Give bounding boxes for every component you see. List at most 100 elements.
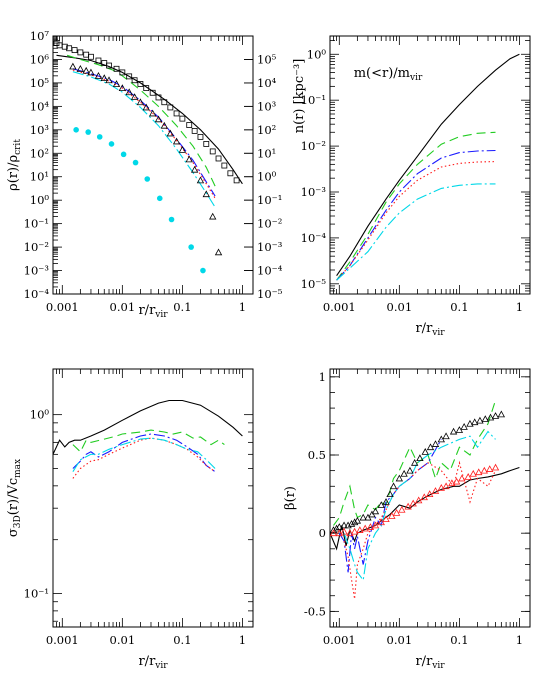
triangle-marker [94,72,103,79]
plot-area [336,53,520,281]
x-tick-label: 1 [239,300,246,314]
square-marker [77,49,84,56]
square-marker [227,170,234,177]
x-tick-label: 0.001 [323,633,356,647]
y-tick-label: 10⁻² [24,240,49,254]
y2-tick-label: 10⁰ [257,170,277,184]
y-tick-label: 10⁻³ [24,264,50,278]
square-marker [173,110,180,117]
triangle-marker [172,137,181,145]
panel-enclosed-mass: 0.001 0.01 0.1 1 10⁻⁵ 10⁻⁴ 10⁻³ 10⁻² 10⁻¹ 10⁰ r/rv… [301,35,531,338]
series-line-black [53,399,243,455]
triangle-marker [448,479,456,487]
dot-marker [132,159,139,166]
plot-frame [329,368,531,628]
triangle-marker [347,519,356,527]
y2-tick-label: 10⁻³ [257,240,283,254]
square-marker [83,51,90,58]
svg-text:r/rvir​: r/rvir​ [415,654,445,671]
plot-frame [329,35,531,295]
triangle-marker [87,68,95,76]
triangle-marker [491,412,500,419]
triangle-marker [185,155,193,163]
dot-marker [156,195,163,202]
series-line-black [336,53,520,277]
square-marker [209,148,216,155]
y-tick-label: 10² [30,146,49,160]
series-line-blue [72,433,216,473]
y-axis-label: σ3D​(r)/Vcmax​ [6,459,23,537]
triangle-marker [69,62,77,70]
y-tick-label: 10⁷ [30,29,50,43]
triangle-marker [442,432,450,440]
triangle-marker [410,458,419,466]
square-marker [106,62,112,69]
triangle-marker [452,477,461,485]
x-axis-label: r/rvir​ [415,321,445,338]
triangle-marker [481,415,489,422]
triangle-marker [130,93,139,100]
triangle-marker [486,413,495,421]
square-marker [149,89,156,96]
x-tick-label: 0.001 [323,300,356,314]
x-tick-label: 0.001 [46,300,79,314]
y-tick-label: 10⁻² [301,139,326,153]
dot-marker [200,267,206,274]
square-marker [155,94,162,101]
triangle-marker [142,103,150,111]
svg-text:σ3D​(r)/Vcmax​: σ3D​(r)/Vcmax​ [6,459,23,537]
plot-area [53,399,243,479]
panel-density: 0.001 0.01 0.1 1 10⁻⁴ 10⁻³ 10⁻² 10⁻¹ 10⁰ 10¹ 10² 10… [6,29,307,320]
y-tick-label: 10⁻⁴ [24,287,50,301]
triangle-marker [491,463,500,471]
y-tick-label: 10⁻¹ [24,587,49,601]
triangle-marker [415,496,423,504]
square-marker [131,77,138,84]
y2-tick-label: 10⁵ [257,52,277,66]
svg-text:ρ(r)/ρcrit​: ρ(r)/ρcrit​ [6,139,23,191]
triangle-marker [480,466,488,474]
y-tick-label: 10³ [30,123,50,137]
series-line-blue [336,149,496,281]
y-tick-label: 0.5 [308,448,326,462]
y-tick-label: 1 [319,370,326,384]
square-marker [126,73,133,80]
x-axis-label: r/rvir​ [415,654,445,671]
triangle-marker [392,509,401,516]
svg-text:r/rvir​: r/rvir​ [138,654,168,671]
triangle-marker [330,529,338,537]
x-axis-label: r/rvir​ [138,654,168,671]
triangle-marker [471,418,479,426]
square-marker [203,141,210,147]
series-line-green [336,131,496,281]
y2-tick-label: 10⁻⁴ [257,264,283,278]
panel-velocity-dispersion: 0.001 0.01 0.1 1 10⁻¹ 10⁰ r/rvir​ σ3D​(r)/Vcmax… [6,368,254,671]
triangle-marker [389,482,398,490]
triangle-marker [154,115,163,123]
svg-text:β(r): β(r) [283,486,298,510]
square-marker [95,57,102,64]
y2-axis-label: n(r) [kpc⁻³] [292,59,307,134]
y-tick-label: 10⁻³ [301,185,327,199]
triangle-marker [371,507,380,515]
plot-frame [52,35,254,295]
series-line-cyan [72,71,216,208]
triangle-marker [148,109,157,117]
square-marker [137,81,144,87]
triangle-marker [330,526,338,533]
square-marker [119,69,126,76]
y-tick-label: 10⁻¹ [24,217,49,231]
triangle-marker [466,419,474,427]
triangle-marker [335,529,343,537]
series-line-green [333,400,497,526]
triangle-marker [160,121,168,129]
triangle-marker [431,440,440,447]
triangle-marker [202,190,210,198]
series-line-cyan [72,437,216,472]
triangle-marker [421,448,429,455]
square-marker [191,127,198,134]
square-marker [221,162,228,169]
triangle-marker [442,482,450,490]
series-line-cyan [343,430,496,582]
triangle-marker [416,454,424,462]
